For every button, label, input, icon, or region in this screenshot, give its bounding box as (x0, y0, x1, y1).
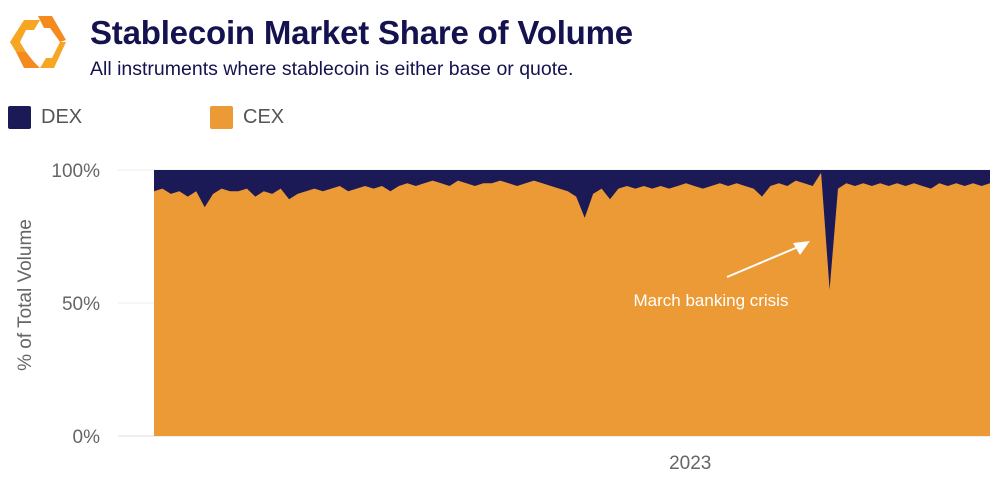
chart-subtitle: All instruments where stablecoin is eith… (90, 58, 574, 80)
y-tick-label: 0% (73, 427, 101, 448)
y-axis-label: % of Total Volume (15, 219, 36, 371)
area-cex (154, 172, 990, 436)
logo (10, 16, 66, 68)
legend-swatch-dex (8, 106, 31, 129)
annotation-text: March banking crisis (634, 291, 789, 310)
legend-swatch-cex (210, 106, 233, 129)
annotation-arrowhead (793, 241, 810, 255)
y-tick-label: 50% (62, 294, 100, 315)
legend-label-cex: CEX (243, 106, 285, 128)
annotation-arrow (726, 246, 799, 278)
legend-item-cex[interactable]: CEX (210, 106, 284, 129)
x-tick-label: 2023 (669, 453, 711, 474)
annotation: March banking crisis (634, 241, 810, 310)
legend-item-dex[interactable]: DEX (8, 106, 82, 129)
area-dex (154, 170, 990, 436)
chart-title: Stablecoin Market Share of Volume (90, 14, 633, 51)
legend-label-dex: DEX (41, 106, 83, 128)
y-tick-label: 100% (51, 161, 100, 182)
